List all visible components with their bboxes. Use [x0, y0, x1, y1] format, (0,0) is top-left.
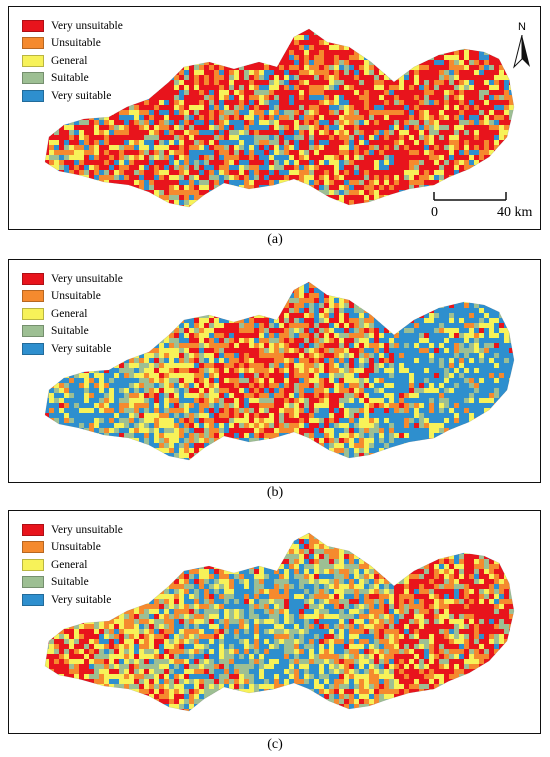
legend-c: Very unsuitable Unsuitable General Suita…	[22, 521, 123, 609]
scale-bar: 0 40 km	[431, 183, 540, 223]
legend-label: Very unsuitable	[51, 523, 123, 536]
legend-item-very-unsuitable: Very unsuitable	[22, 270, 123, 288]
legend-item-unsuitable: Unsuitable	[22, 288, 123, 306]
legend-swatch	[22, 342, 44, 355]
scale-label-start: 0	[431, 205, 438, 220]
legend-a: Very unsuitable Unsuitable General Suita…	[22, 17, 123, 105]
legend-item-general: General	[22, 52, 123, 70]
legend-label: Very suitable	[51, 593, 112, 606]
legend-swatch	[22, 272, 44, 285]
legend-label: Unsuitable	[51, 541, 101, 554]
legend-label: Very unsuitable	[51, 19, 123, 32]
legend-item-very-unsuitable: Very unsuitable	[22, 521, 123, 539]
region-boundary	[44, 28, 515, 208]
legend-swatch	[22, 307, 44, 320]
legend-label: General	[51, 558, 88, 571]
region-boundary	[44, 281, 515, 461]
caption-b: (b)	[266, 485, 284, 500]
legend-item-general: General	[22, 556, 123, 574]
caption-c: (c)	[267, 737, 283, 752]
legend-swatch	[22, 523, 44, 536]
legend-label: Suitable	[51, 325, 89, 338]
suitability-map-a	[44, 28, 515, 208]
legend-item-very-unsuitable: Very unsuitable	[22, 17, 123, 35]
legend-swatch	[22, 72, 44, 85]
legend-label: General	[51, 307, 88, 320]
legend-label: Very suitable	[51, 89, 112, 102]
legend-item-very-suitable: Very suitable	[22, 87, 123, 105]
legend-swatch	[22, 558, 44, 571]
legend-swatch	[22, 37, 44, 50]
legend-item-unsuitable: Unsuitable	[22, 35, 123, 53]
legend-swatch	[22, 593, 44, 606]
suitability-map-c	[44, 532, 515, 712]
legend-item-suitable: Suitable	[22, 70, 123, 88]
legend-item-very-suitable: Very suitable	[22, 591, 123, 609]
legend-item-very-suitable: Very suitable	[22, 340, 123, 358]
legend-swatch	[22, 19, 44, 32]
region-boundary	[44, 532, 515, 712]
legend-label: Unsuitable	[51, 290, 101, 303]
north-arrow: N	[511, 21, 533, 69]
legend-label: Very unsuitable	[51, 272, 123, 285]
legend-swatch	[22, 325, 44, 338]
legend-swatch	[22, 576, 44, 589]
caption-a: (a)	[267, 232, 283, 247]
north-arrow-icon	[513, 35, 530, 69]
map-panel-c: Very unsuitable Unsuitable General Suita…	[8, 510, 541, 734]
legend-label: Suitable	[51, 72, 89, 85]
legend-swatch	[22, 541, 44, 554]
legend-label: Very suitable	[51, 342, 112, 355]
legend-swatch	[22, 54, 44, 67]
map-panel-b: Very unsuitable Unsuitable General Suita…	[8, 259, 541, 483]
map-panel-a: Very unsuitable Unsuitable General Suita…	[8, 6, 541, 230]
scale-bar-line	[433, 192, 507, 201]
north-letter: N	[518, 21, 526, 33]
legend-swatch	[22, 290, 44, 303]
legend-b: Very unsuitable Unsuitable General Suita…	[22, 270, 123, 358]
legend-label: General	[51, 54, 88, 67]
legend-item-suitable: Suitable	[22, 323, 123, 341]
legend-item-unsuitable: Unsuitable	[22, 539, 123, 557]
legend-label: Suitable	[51, 576, 89, 589]
legend-item-general: General	[22, 305, 123, 323]
legend-label: Unsuitable	[51, 37, 101, 50]
legend-swatch	[22, 89, 44, 102]
legend-item-suitable: Suitable	[22, 574, 123, 592]
scale-label-end: 40 km	[497, 205, 533, 220]
suitability-map-b	[44, 281, 515, 461]
